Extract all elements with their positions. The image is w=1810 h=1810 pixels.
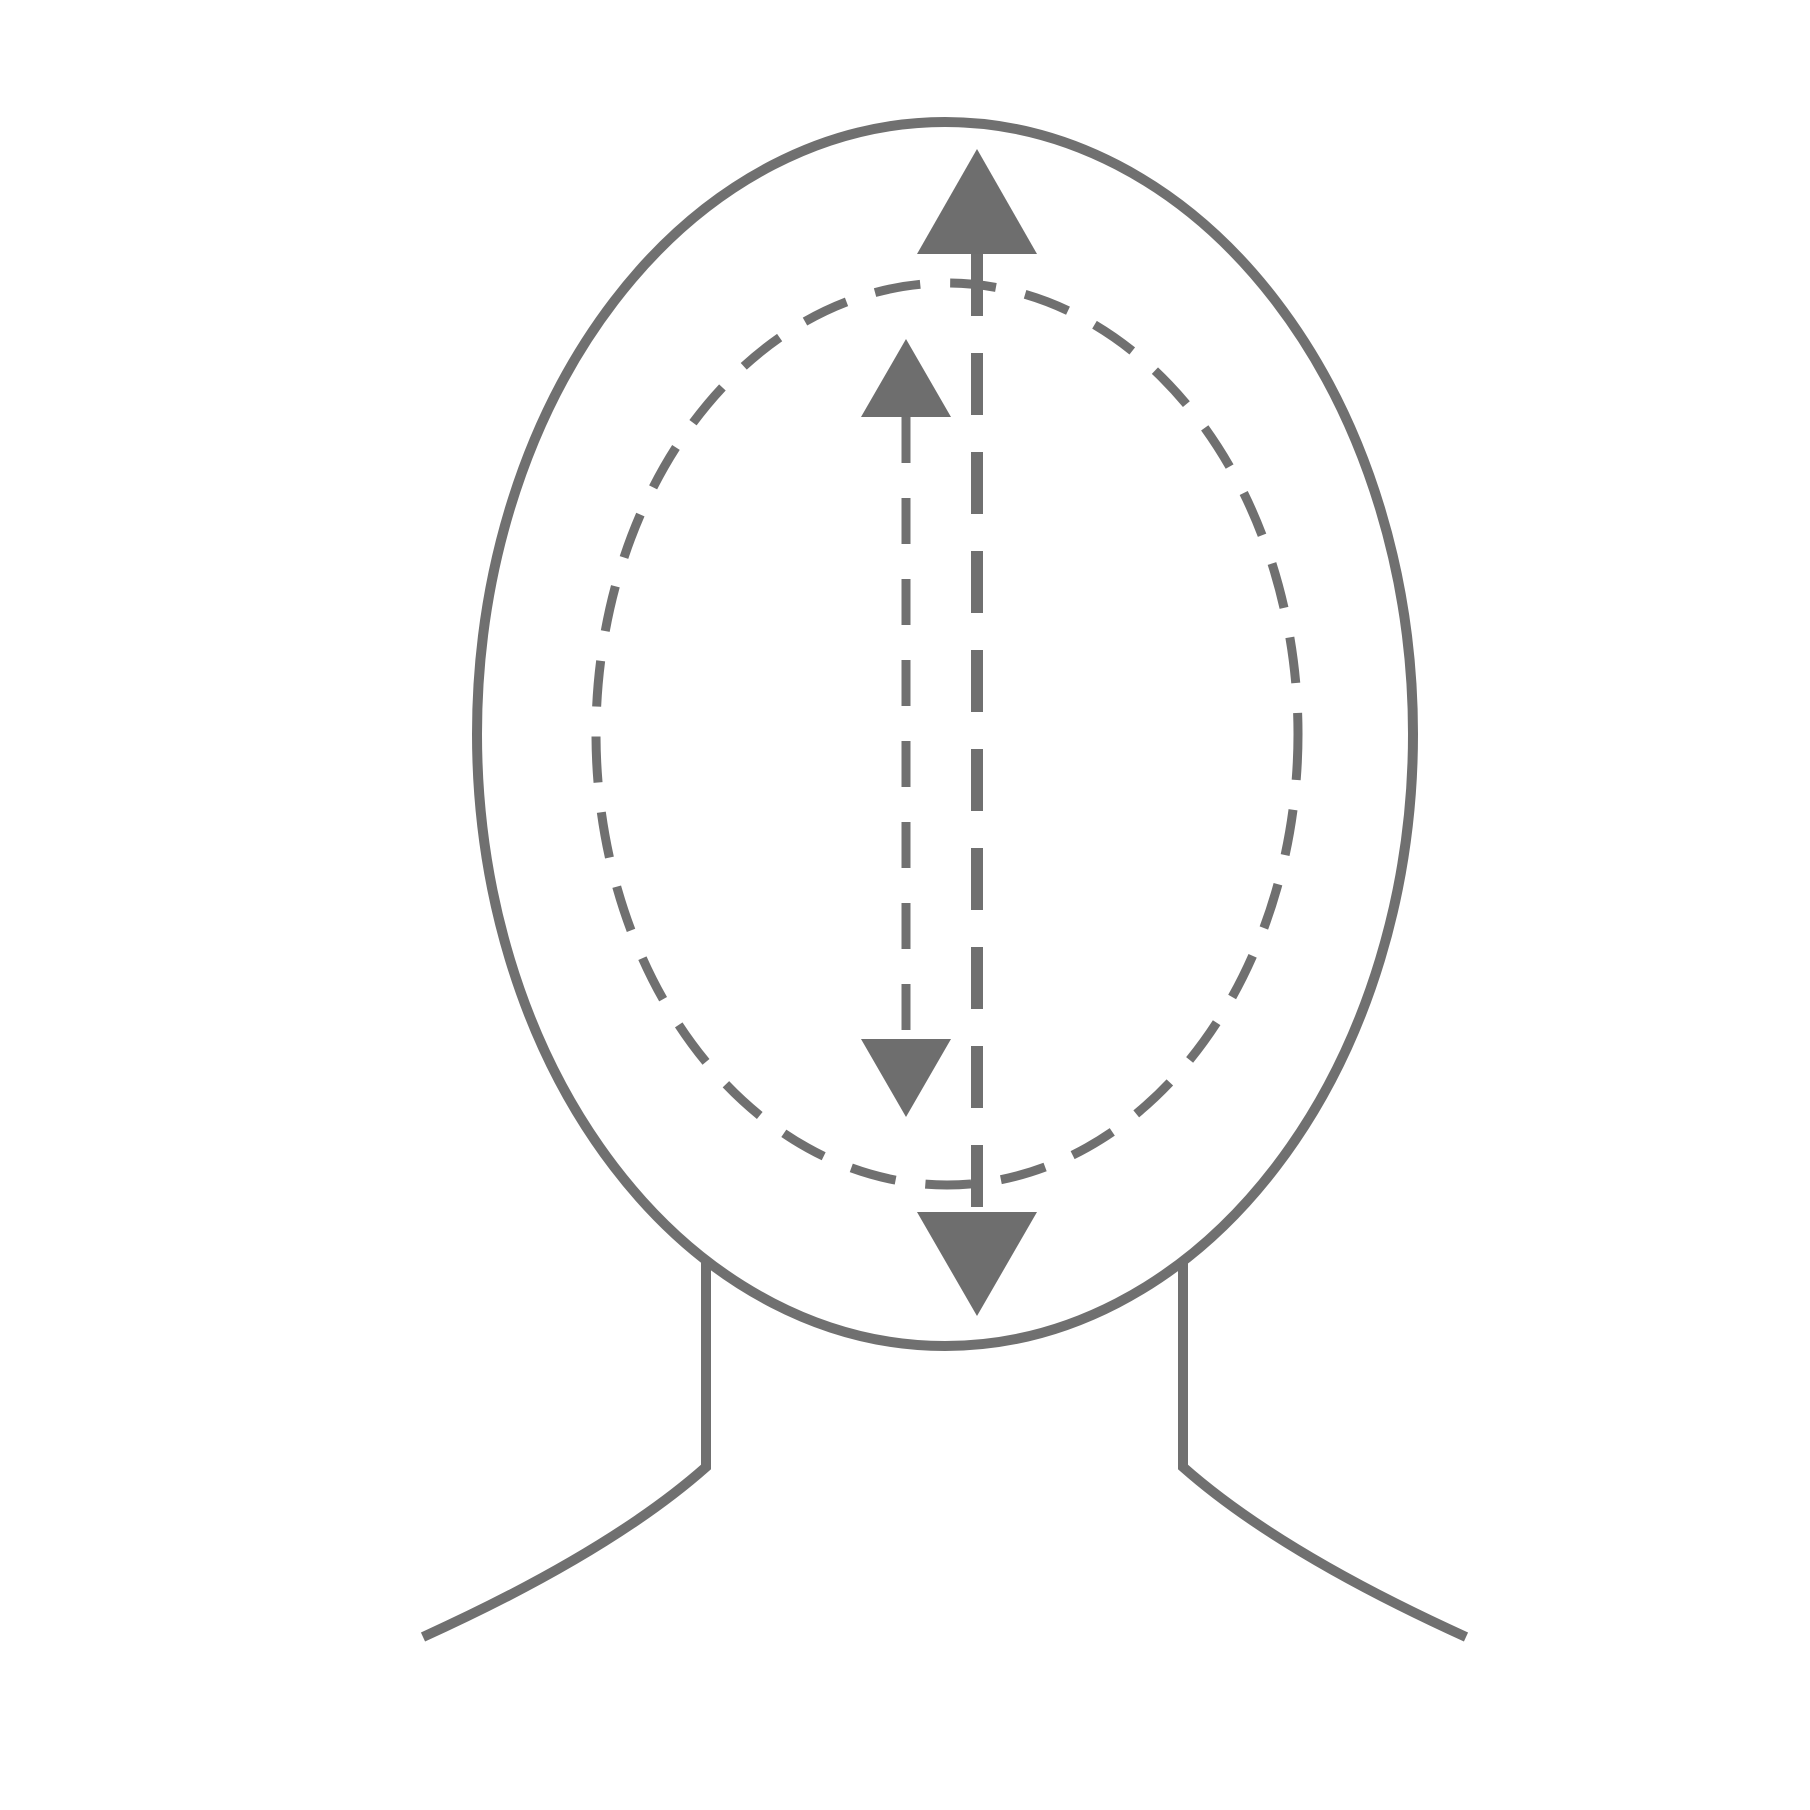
neck-shoulders-left-line <box>420 1255 711 1642</box>
inner-dashed-oval <box>591 278 1303 1190</box>
neck-shoulders-right-line <box>1178 1255 1469 1642</box>
short-arrow-head-bottom <box>861 1039 951 1117</box>
long-arrow-head-bottom <box>917 1212 1037 1316</box>
short-arrow-head-top <box>861 339 951 417</box>
short-dashed-double-arrow <box>861 339 951 1117</box>
long-arrow-head-top <box>917 149 1037 254</box>
outer-head-outline <box>472 117 1418 1351</box>
long-dashed-double-arrow <box>917 149 1037 1316</box>
